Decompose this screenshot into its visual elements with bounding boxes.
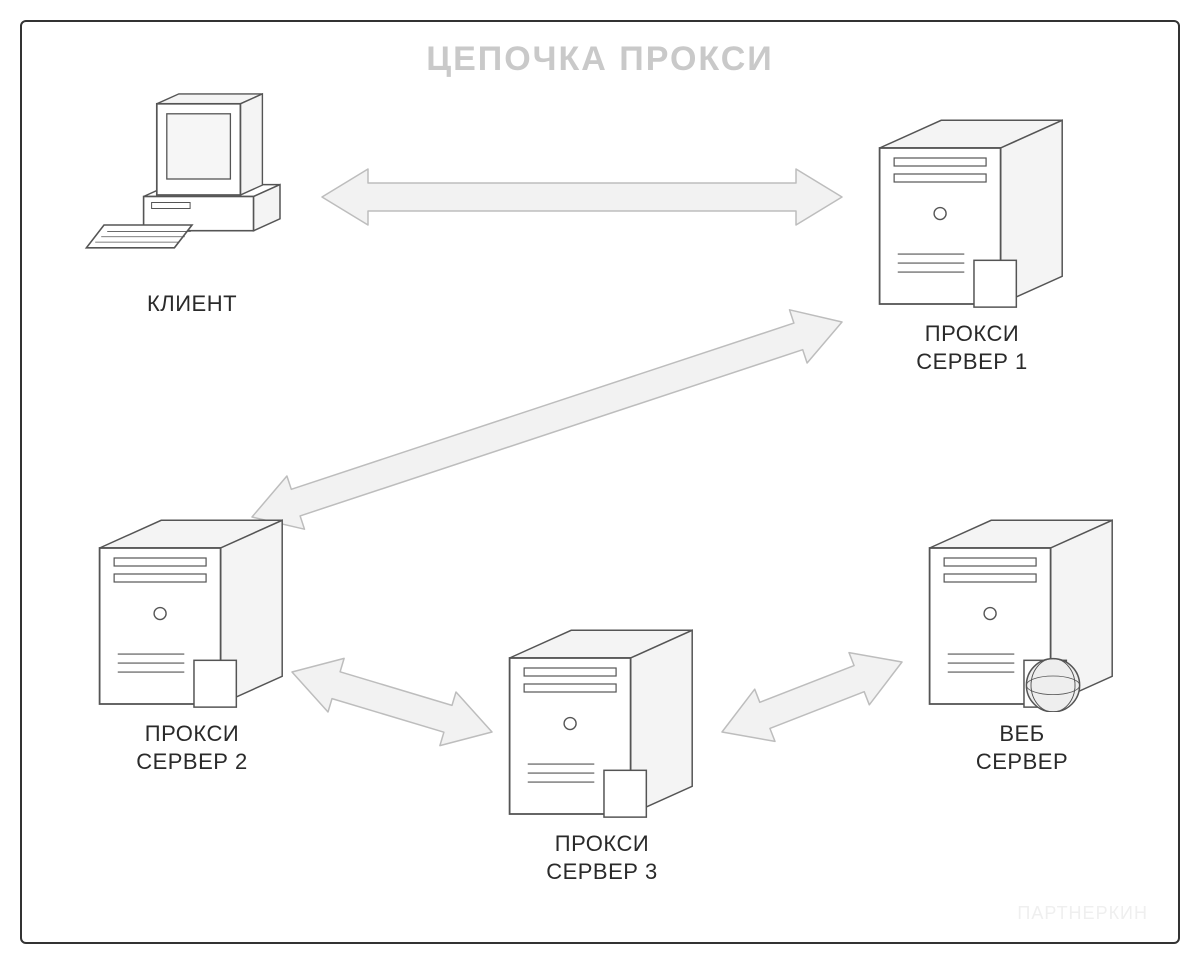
server-icon [862,112,1082,312]
node-client: КЛИЕНТ [82,92,302,318]
diagram-title: ЦЕПОЧКА ПРОКСИ [22,40,1178,79]
watermark: ПАРТНЕРКИН [1017,903,1148,924]
node-label: ВЕБСЕРВЕР [912,720,1132,775]
diagram-frame: ЦЕПОЧКА ПРОКСИ КЛИЕНТ ПРОКСИСЕРВЕР 1 ПРО… [20,20,1180,944]
node-label: КЛИЕНТ [82,290,302,318]
pc-icon [82,92,302,282]
node-proxy3: ПРОКСИСЕРВЕР 3 [492,622,712,885]
node-proxy1: ПРОКСИСЕРВЕР 1 [862,112,1082,375]
node-proxy2: ПРОКСИСЕРВЕР 2 [82,512,302,775]
node-label: ПРОКСИСЕРВЕР 2 [82,720,302,775]
node-web: ВЕБСЕРВЕР [912,512,1132,775]
node-label: ПРОКСИСЕРВЕР 1 [862,320,1082,375]
server-globe-icon [912,512,1132,712]
server-icon [82,512,302,712]
server-icon [492,622,712,822]
node-label: ПРОКСИСЕРВЕР 3 [492,830,712,885]
